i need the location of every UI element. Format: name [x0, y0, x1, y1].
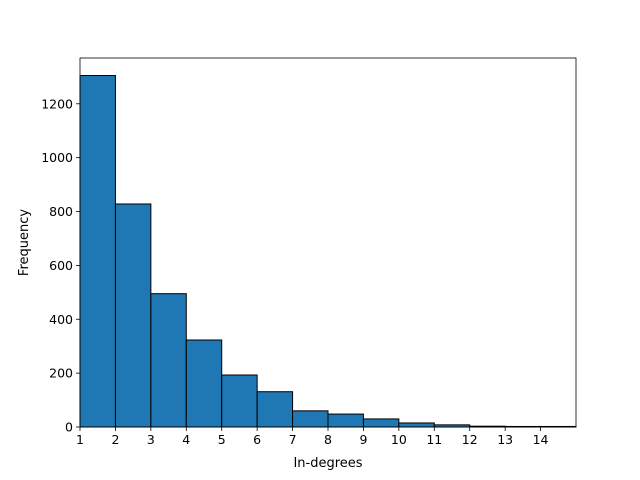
y-tick-label: 1200 [41, 96, 73, 111]
y-tick-label: 200 [49, 366, 73, 381]
bars-group [79, 75, 577, 428]
x-axis-label: In-degrees [293, 456, 362, 471]
x-axis-ticks: 1 2 3 4 5 6 7 8 9 10 11 12 13 14 [76, 427, 549, 447]
histogram-bar-5 [221, 374, 258, 428]
histogram-bar-7 [292, 410, 329, 428]
y-tick-label: 400 [49, 312, 73, 327]
histogram-bar-10 [398, 422, 435, 428]
histogram-bar-4 [185, 339, 223, 428]
y-axis-ticks: 0 200 400 600 800 1000 1200 [41, 96, 80, 435]
histogram-bar-6 [256, 391, 294, 428]
x-tick-label: 12 [462, 432, 478, 447]
histogram-bar-3 [150, 293, 187, 428]
y-tick-label: 1000 [41, 150, 73, 165]
x-tick-label: 5 [218, 432, 226, 447]
histogram-bar-9 [362, 418, 400, 428]
x-tick-label: 9 [359, 432, 367, 447]
x-tick-label: 6 [253, 432, 261, 447]
x-tick-label: 4 [182, 432, 190, 447]
x-tick-label: 14 [533, 432, 549, 447]
y-tick-label: 800 [49, 204, 73, 219]
histogram-bar-2 [114, 203, 152, 428]
histogram-bar-8 [327, 413, 364, 428]
x-tick-label: 3 [147, 432, 155, 447]
x-tick-label: 11 [426, 432, 442, 447]
y-tick-label: 600 [49, 258, 73, 273]
y-axis-label: Frequency [17, 209, 32, 276]
x-tick-label: 13 [497, 432, 513, 447]
histogram-bar-1 [79, 75, 116, 428]
x-tick-label: 7 [289, 432, 297, 447]
x-tick-label: 2 [111, 432, 119, 447]
x-tick-label: 1 [76, 432, 84, 447]
x-tick-label: 8 [324, 432, 332, 447]
y-tick-label: 0 [65, 420, 73, 435]
x-tick-label: 10 [391, 432, 407, 447]
